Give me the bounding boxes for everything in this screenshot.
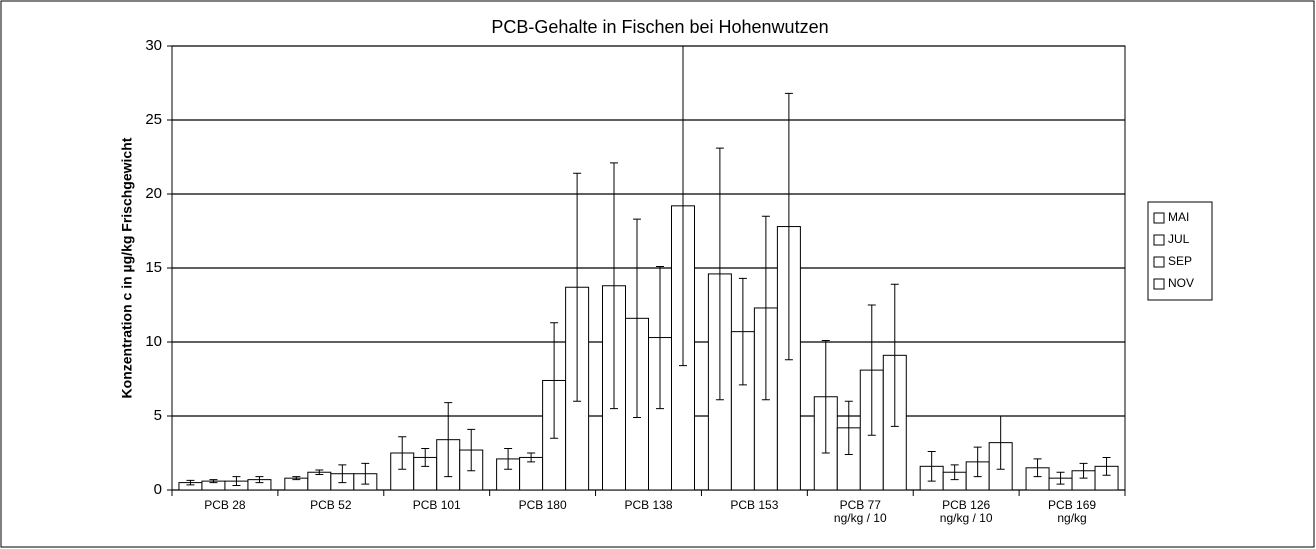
error-bar (715, 147, 724, 401)
y-tick-label: 5 (154, 407, 162, 424)
error-bar (890, 283, 899, 427)
error-bar (527, 452, 536, 463)
y-tick-label: 30 (145, 37, 162, 54)
legend-swatch (1153, 212, 1165, 224)
error-bar (467, 428, 476, 472)
y-tick-label: 15 (145, 259, 162, 276)
error-bar (232, 476, 241, 487)
error-bar (867, 304, 876, 436)
error-bar (573, 172, 582, 402)
error-bar (1079, 462, 1088, 479)
x-tick-label: ng/kg / 10 (834, 511, 887, 525)
error-bar (973, 446, 982, 478)
x-tick-label: PCB 169 (1048, 498, 1096, 512)
error-bar (927, 451, 936, 482)
error-bar (255, 476, 264, 484)
error-bar (338, 464, 347, 484)
error-bar (1102, 456, 1111, 476)
y-tick-label: 20 (145, 185, 162, 202)
x-tick-label: PCB 77 (840, 498, 882, 512)
error-bar (610, 162, 618, 410)
x-tick-label: PCB 153 (730, 498, 778, 512)
x-tick-label: PCB 101 (413, 498, 461, 512)
y-tick-label: 0 (154, 481, 162, 498)
x-tick-label: PCB 180 (519, 498, 567, 512)
x-tick-label: ng/kg (1057, 511, 1086, 525)
error-bar (421, 448, 430, 467)
error-bar (292, 476, 301, 481)
error-bar (550, 322, 559, 439)
legend-label: MAI (1168, 210, 1189, 224)
error-bar (656, 266, 664, 410)
error-bar (186, 479, 195, 486)
x-tick-label: PCB 52 (310, 498, 352, 512)
error-bar (209, 479, 218, 484)
error-bar (844, 400, 853, 455)
legend-swatch (1153, 256, 1165, 268)
error-bar (679, 45, 687, 367)
x-tick-label: PCB 28 (204, 498, 246, 512)
error-bar (1033, 458, 1042, 478)
error-bar (784, 92, 793, 361)
y-tick-label: 25 (145, 111, 162, 128)
error-bar (398, 436, 407, 470)
error-bar (996, 415, 1005, 470)
legend-label: NOV (1168, 276, 1194, 290)
x-tick-label: ng/kg / 10 (940, 511, 993, 525)
error-bar (504, 448, 513, 470)
error-bar (821, 340, 830, 454)
legend-swatch (1153, 234, 1165, 246)
error-bar (950, 464, 959, 481)
chart-title: PCB-Gehalte in Fischen bei Hohenwutzen (491, 17, 828, 37)
y-tick-label: 10 (145, 333, 162, 350)
error-bar (738, 277, 747, 386)
x-tick-label: PCB 126 (942, 498, 990, 512)
legend-swatch (1153, 278, 1165, 290)
error-bar (361, 462, 370, 485)
y-axis-label: Konzentration c in µg/kg Frischgewicht (119, 137, 135, 398)
error-bar (761, 215, 770, 401)
error-bar (444, 402, 453, 478)
error-bar (1056, 471, 1065, 485)
legend-label: JUL (1168, 232, 1190, 246)
x-tick-label: PCB 138 (624, 498, 672, 512)
legend-label: SEP (1168, 254, 1192, 268)
error-bar (315, 469, 324, 475)
error-bar (633, 218, 641, 418)
